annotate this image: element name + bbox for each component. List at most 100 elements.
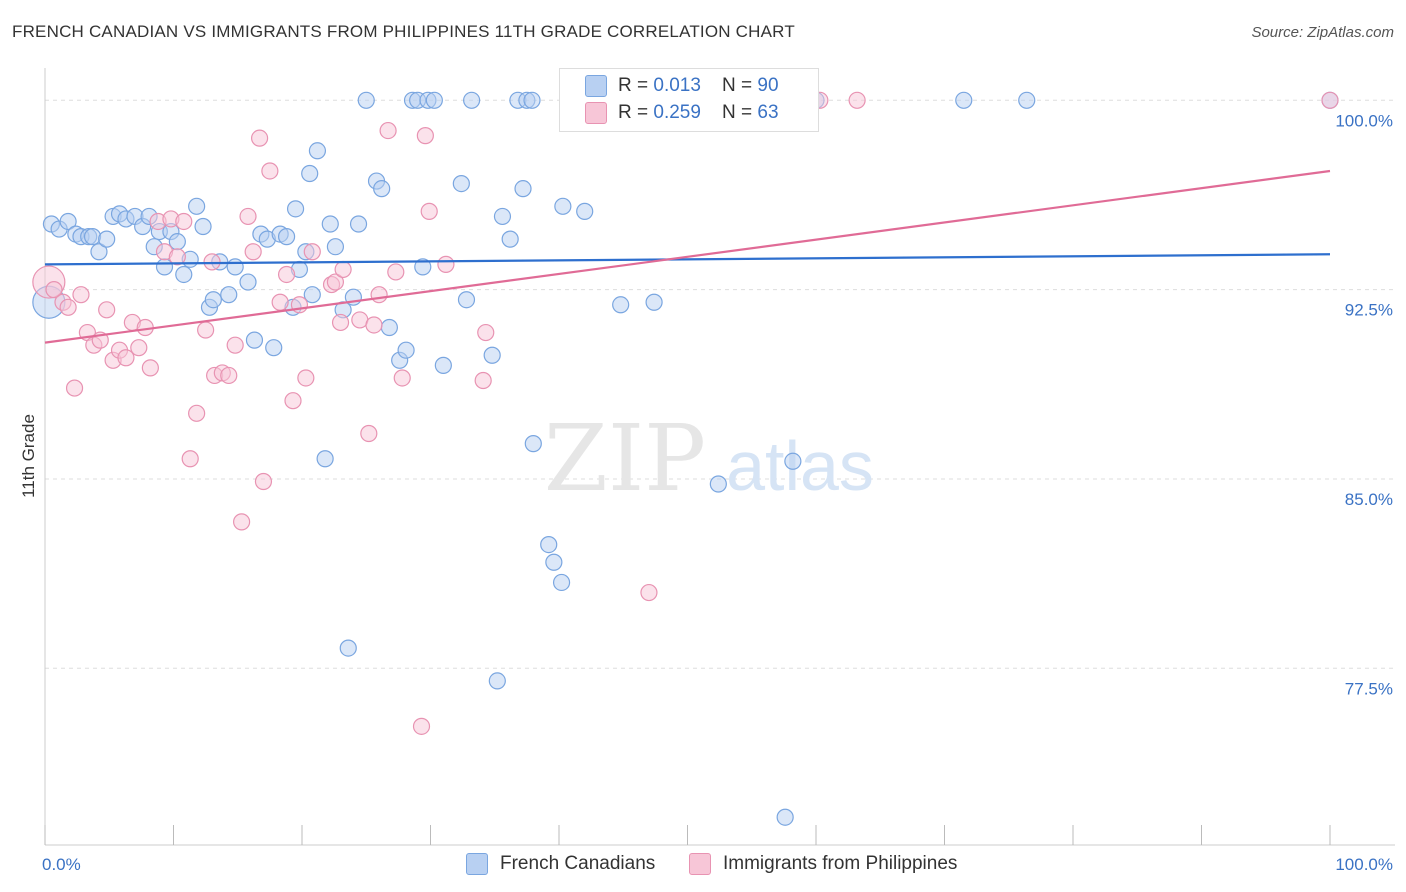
data-point — [226, 336, 244, 354]
data-point — [784, 452, 802, 470]
data-point — [90, 243, 108, 261]
data-point — [168, 248, 186, 266]
legend-n-label: N = — [722, 75, 758, 96]
data-point — [326, 273, 345, 291]
data-point — [554, 197, 572, 215]
legend-r-label: R = — [618, 75, 654, 96]
legend-r-value: 0.259 — [653, 102, 701, 123]
data-point — [339, 639, 357, 657]
data-point — [387, 263, 405, 281]
data-point — [83, 228, 102, 246]
data-point — [776, 808, 794, 826]
data-point — [98, 301, 116, 319]
data-point — [226, 258, 244, 276]
data-point — [523, 91, 541, 109]
legend-swatch-blue — [585, 75, 607, 97]
data-point — [254, 472, 273, 491]
tick-labels: 77.5% 85.0% 92.5% 100.0% 0.0% 100.0% — [42, 111, 1393, 874]
legend-series-name: French Canadians — [500, 853, 656, 874]
data-point — [284, 392, 302, 410]
data-point — [286, 200, 305, 218]
trend-lines — [44, 169, 1331, 344]
data-point — [416, 127, 434, 145]
data-point — [370, 286, 388, 304]
data-point — [360, 424, 378, 443]
data-point — [483, 346, 501, 364]
data-point — [493, 207, 512, 226]
data-point — [301, 164, 319, 183]
y-tick-label: 100.0% — [1335, 111, 1393, 130]
data-point — [612, 296, 630, 314]
data-point — [540, 535, 558, 554]
data-point — [188, 404, 206, 422]
y-axis-label: 11th Grade — [19, 414, 38, 498]
grid-lines — [45, 99, 1395, 669]
data-point — [488, 672, 506, 690]
data-point — [308, 142, 327, 160]
data-point — [194, 217, 212, 236]
data-point — [244, 243, 262, 261]
data-point — [239, 273, 257, 291]
trend-line — [44, 253, 1331, 266]
data-point — [645, 293, 663, 311]
data-point — [303, 286, 321, 304]
data-point — [709, 475, 727, 493]
data-point — [197, 321, 215, 339]
legend-series-name: Immigrants from Philippines — [723, 853, 958, 874]
data-point — [72, 286, 90, 304]
data-point — [434, 356, 452, 374]
watermark: ZIP atlas — [544, 405, 874, 512]
data-point — [380, 318, 398, 337]
data-point — [474, 371, 492, 390]
data-point — [220, 366, 238, 385]
data-point — [425, 91, 443, 109]
data-point — [239, 207, 257, 226]
stats-legend: R = 0.013 N = 90 R = 0.259 N = 63 — [559, 68, 819, 132]
data-point — [59, 298, 77, 316]
legend-n-value: 63 — [757, 102, 779, 123]
chart-title: FRENCH CANADIAN VS IMMIGRANTS FROM PHILI… — [12, 22, 795, 41]
data-point — [545, 553, 563, 571]
data-point — [552, 573, 571, 592]
data-point — [373, 180, 391, 198]
data-point — [457, 291, 476, 309]
data-point — [204, 291, 222, 309]
data-point — [65, 379, 84, 397]
trend-line — [44, 169, 1331, 344]
data-point — [501, 230, 519, 248]
data-point — [181, 450, 199, 468]
y-tick-label: 85.0% — [1345, 490, 1393, 509]
data-point — [393, 369, 411, 387]
data-point — [245, 331, 264, 349]
data-point — [175, 265, 193, 284]
data-point — [640, 583, 658, 602]
legend-swatch-blue — [466, 853, 488, 875]
data-point — [203, 253, 221, 271]
y-tick-label: 92.5% — [1345, 301, 1393, 320]
series-immigrants-philippines — [32, 91, 1339, 735]
bottom-legend-immigrants-philippines: Immigrants from Philippines — [689, 851, 957, 877]
data-point — [349, 215, 368, 233]
data-point — [365, 316, 383, 334]
data-point — [397, 341, 415, 359]
data-point — [420, 202, 438, 220]
data-point — [514, 180, 532, 198]
data-point — [576, 202, 594, 220]
data-point — [316, 450, 334, 468]
data-point — [117, 349, 135, 367]
data-point — [303, 243, 321, 261]
x-tick-label: 0.0% — [42, 855, 81, 874]
legend-swatch-pink — [585, 102, 607, 124]
data-point — [331, 313, 350, 332]
watermark-zip: ZIP — [544, 405, 706, 512]
data-point — [321, 215, 339, 233]
data-point — [412, 717, 431, 735]
data-point — [98, 230, 116, 248]
bottom-legend-french-canadians: French Canadians — [466, 851, 655, 877]
data-point — [188, 197, 206, 215]
y-tick-label: 77.5% — [1345, 679, 1393, 698]
data-point — [1321, 91, 1339, 109]
data-point — [271, 293, 289, 311]
data-point — [1018, 91, 1036, 109]
